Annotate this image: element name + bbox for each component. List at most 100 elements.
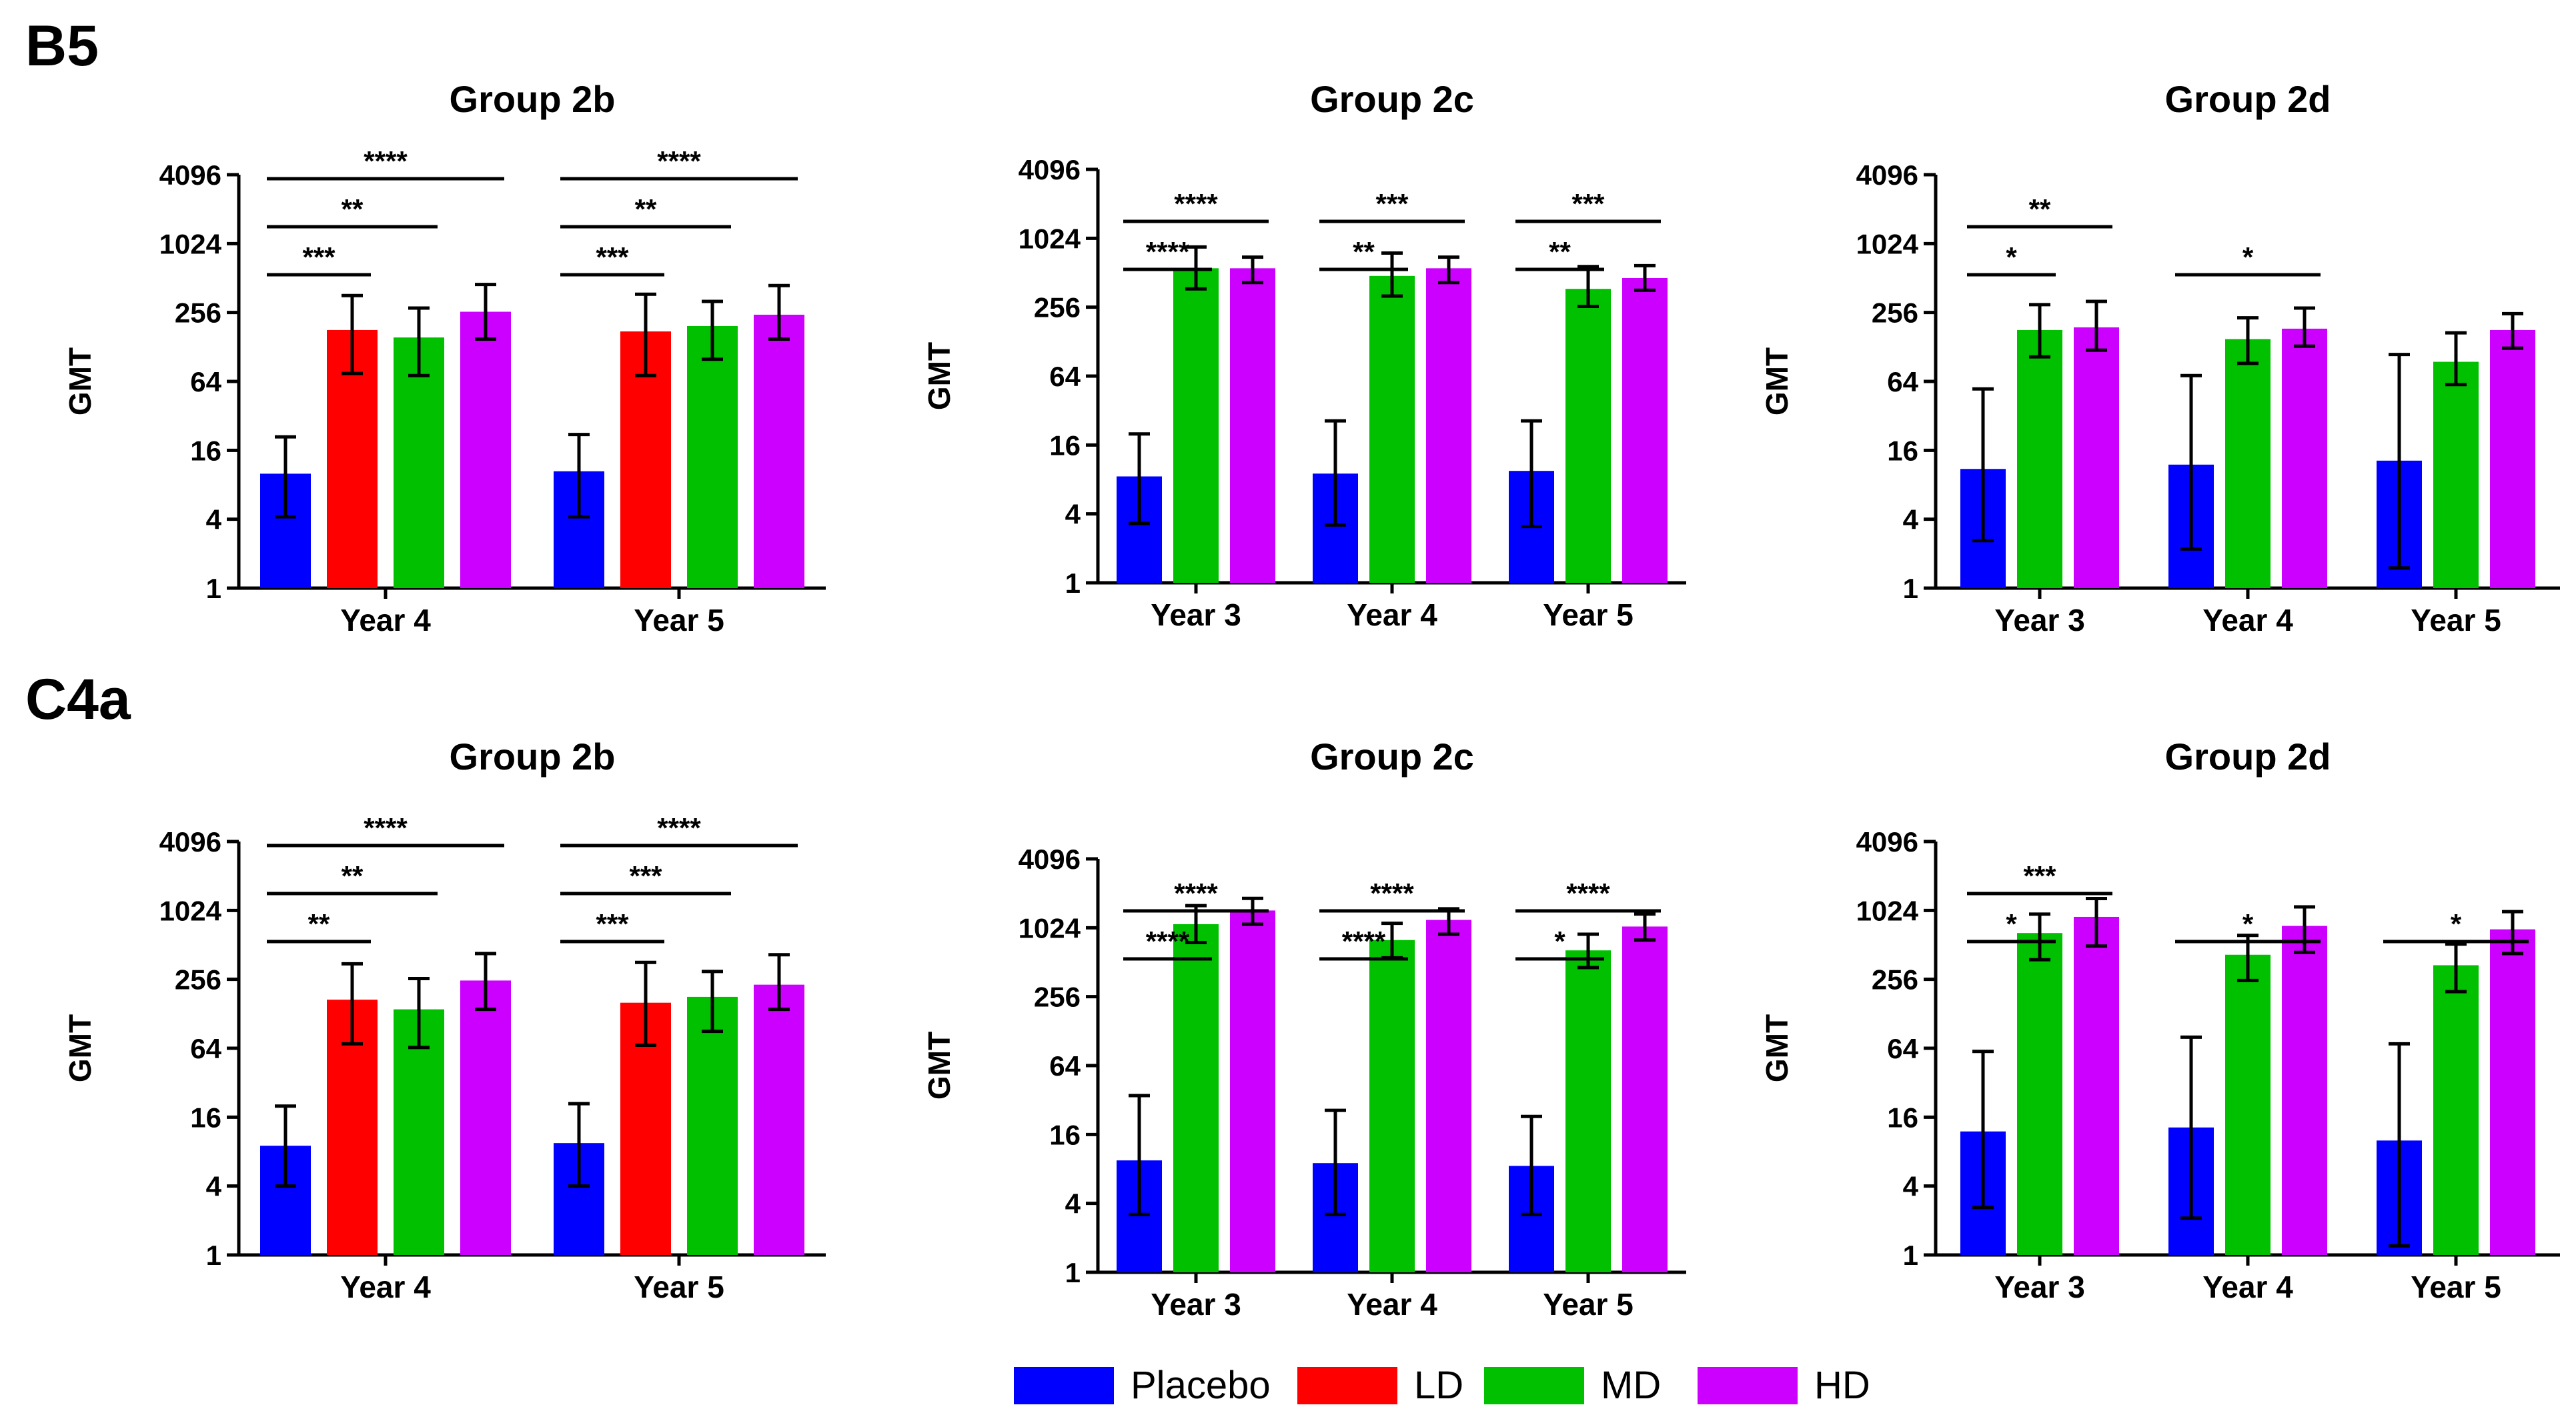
legend-label-md: MD [1601, 1364, 1661, 1407]
bar-hd-2 [1426, 268, 1471, 583]
bar-md-3 [1565, 289, 1611, 583]
y-tick-label: 1 [1903, 573, 1918, 604]
legend-label-hd: HD [1814, 1364, 1870, 1407]
significance-label: ** [635, 193, 657, 225]
y-axis-label: GMT [63, 347, 97, 415]
x-tick-label: Year 3 [1151, 1287, 1241, 1322]
chart-6: Group 2d GMT 1 4 16 64 256 1024 4096 Year 3 Year 4… [1760, 736, 2560, 1304]
y-axis-label: GMT [63, 1014, 97, 1082]
bar-hd-1 [1230, 268, 1275, 583]
significance-label: **** [1342, 926, 1386, 957]
significance-label: *** [302, 241, 336, 273]
bar-hd-1 [460, 980, 511, 1255]
significance-label: *** [1571, 188, 1605, 219]
y-tick-label: 4096 [1856, 159, 1918, 191]
x-tick-label: Year 4 [340, 1270, 431, 1304]
significance-label: *** [1375, 188, 1409, 219]
significance-label: ** [308, 908, 330, 940]
bar-hd-1 [460, 311, 511, 588]
y-tick-label: 1024 [1856, 895, 1919, 926]
y-axis-label: GMT [922, 342, 956, 410]
y-tick-label: 16 [1887, 435, 1918, 466]
significance-label: *** [629, 860, 662, 892]
y-tick-label: 4096 [159, 159, 221, 191]
bar-hd-2 [2282, 328, 2327, 588]
bar-md-1 [394, 1009, 444, 1255]
bar-md-2 [1369, 275, 1415, 583]
y-tick-label: 4 [1065, 1188, 1081, 1220]
y-tick-label: 1024 [1019, 223, 1081, 254]
significance-label: **** [1174, 188, 1218, 219]
significance-label: *** [2023, 860, 2056, 892]
significance-label: **** [657, 812, 701, 844]
y-tick-label: 4 [1903, 1171, 1919, 1202]
bar-md-2 [687, 996, 738, 1255]
x-tick-label: Year 4 [2202, 1270, 2293, 1304]
significance-label: **** [364, 145, 408, 177]
y-tick-label: 4 [1903, 504, 1919, 535]
significance-label: ** [342, 860, 364, 892]
chart-5: Group 2c GMT 1 4 16 64 256 1024 4096 Year 3 Year 4… [922, 736, 1686, 1322]
y-tick-label: 64 [190, 1033, 221, 1064]
y-tick-label: 4096 [1856, 826, 1918, 858]
significance-label: * [2451, 908, 2462, 940]
x-tick-label: Year 5 [634, 1270, 724, 1304]
bar-md-2 [2225, 954, 2271, 1255]
y-tick-label: 64 [1049, 361, 1081, 392]
significance-label: **** [1146, 926, 1190, 957]
charts-group: Group 2b GMT 1 4 16 64 256 1024 4096 Year 4 Year 5… [63, 78, 2560, 1322]
y-tick-label: 256 [1034, 292, 1081, 323]
y-tick-label: 64 [190, 366, 221, 397]
bar-md-2 [1369, 940, 1415, 1272]
significance-label: *** [596, 241, 629, 273]
legend-swatch-hd [1698, 1367, 1798, 1404]
bar-hd-2 [1426, 920, 1471, 1272]
y-axis-label: GMT [1760, 347, 1794, 415]
bar-hd-3 [1622, 277, 1668, 583]
y-tick-label: 256 [175, 297, 221, 329]
x-tick-label: Year 5 [2411, 603, 2501, 637]
y-tick-label: 16 [190, 435, 221, 466]
y-tick-label: 256 [1872, 964, 1918, 996]
y-tick-label: 1 [206, 1240, 221, 1271]
chart-title: Group 2b [450, 78, 616, 120]
bar-md-1 [394, 337, 444, 588]
bar-hd-2 [2282, 926, 2327, 1255]
y-tick-label: 1024 [159, 228, 222, 259]
y-axis-label: GMT [1760, 1014, 1794, 1082]
bar-md-2 [687, 325, 738, 588]
y-tick-label: 64 [1887, 366, 1918, 397]
chart-4: Group 2b GMT 1 4 16 64 256 1024 4096 Year 4 Year 5… [63, 736, 826, 1304]
legend-swatch-placebo [1014, 1367, 1114, 1404]
y-tick-label: 4 [1065, 499, 1081, 530]
x-tick-label: Year 3 [1994, 1270, 2085, 1304]
y-tick-label: 4 [206, 504, 222, 535]
bar-md-1 [2017, 933, 2062, 1255]
significance-label: * [2242, 908, 2254, 940]
y-tick-label: 1024 [159, 895, 222, 926]
y-tick-label: 256 [1872, 297, 1918, 329]
y-tick-label: 1 [1903, 1240, 1918, 1271]
significance-label: ** [2029, 193, 2051, 225]
chart-title: Group 2b [450, 736, 616, 778]
x-tick-label: Year 5 [1543, 597, 1634, 632]
legend-label-ld: LD [1414, 1364, 1463, 1407]
x-tick-label: Year 4 [2202, 603, 2293, 637]
chart-title: Group 2d [2165, 736, 2331, 778]
significance-label: **** [1566, 878, 1610, 909]
bar-hd-3 [1622, 926, 1668, 1272]
legend-label-placebo: Placebo [1131, 1364, 1271, 1407]
significance-label: * [1554, 926, 1565, 957]
bar-hd-3 [2490, 929, 2535, 1255]
significance-label: * [2006, 241, 2017, 273]
chart-title: Group 2c [1310, 736, 1474, 778]
bar-md-1 [1173, 268, 1219, 583]
chart-3: Group 2d GMT 1 4 16 64 256 1024 4096 Year 3 Year 4… [1760, 78, 2560, 637]
x-tick-label: Year 3 [1151, 597, 1241, 632]
bar-hd-1 [2074, 327, 2119, 588]
significance-label: **** [364, 812, 408, 844]
bar-hd-1 [2074, 916, 2119, 1255]
x-tick-label: Year 5 [2411, 1270, 2501, 1304]
row-label-b5: B5 [25, 14, 99, 78]
row-label-c4a: C4a [25, 667, 131, 732]
